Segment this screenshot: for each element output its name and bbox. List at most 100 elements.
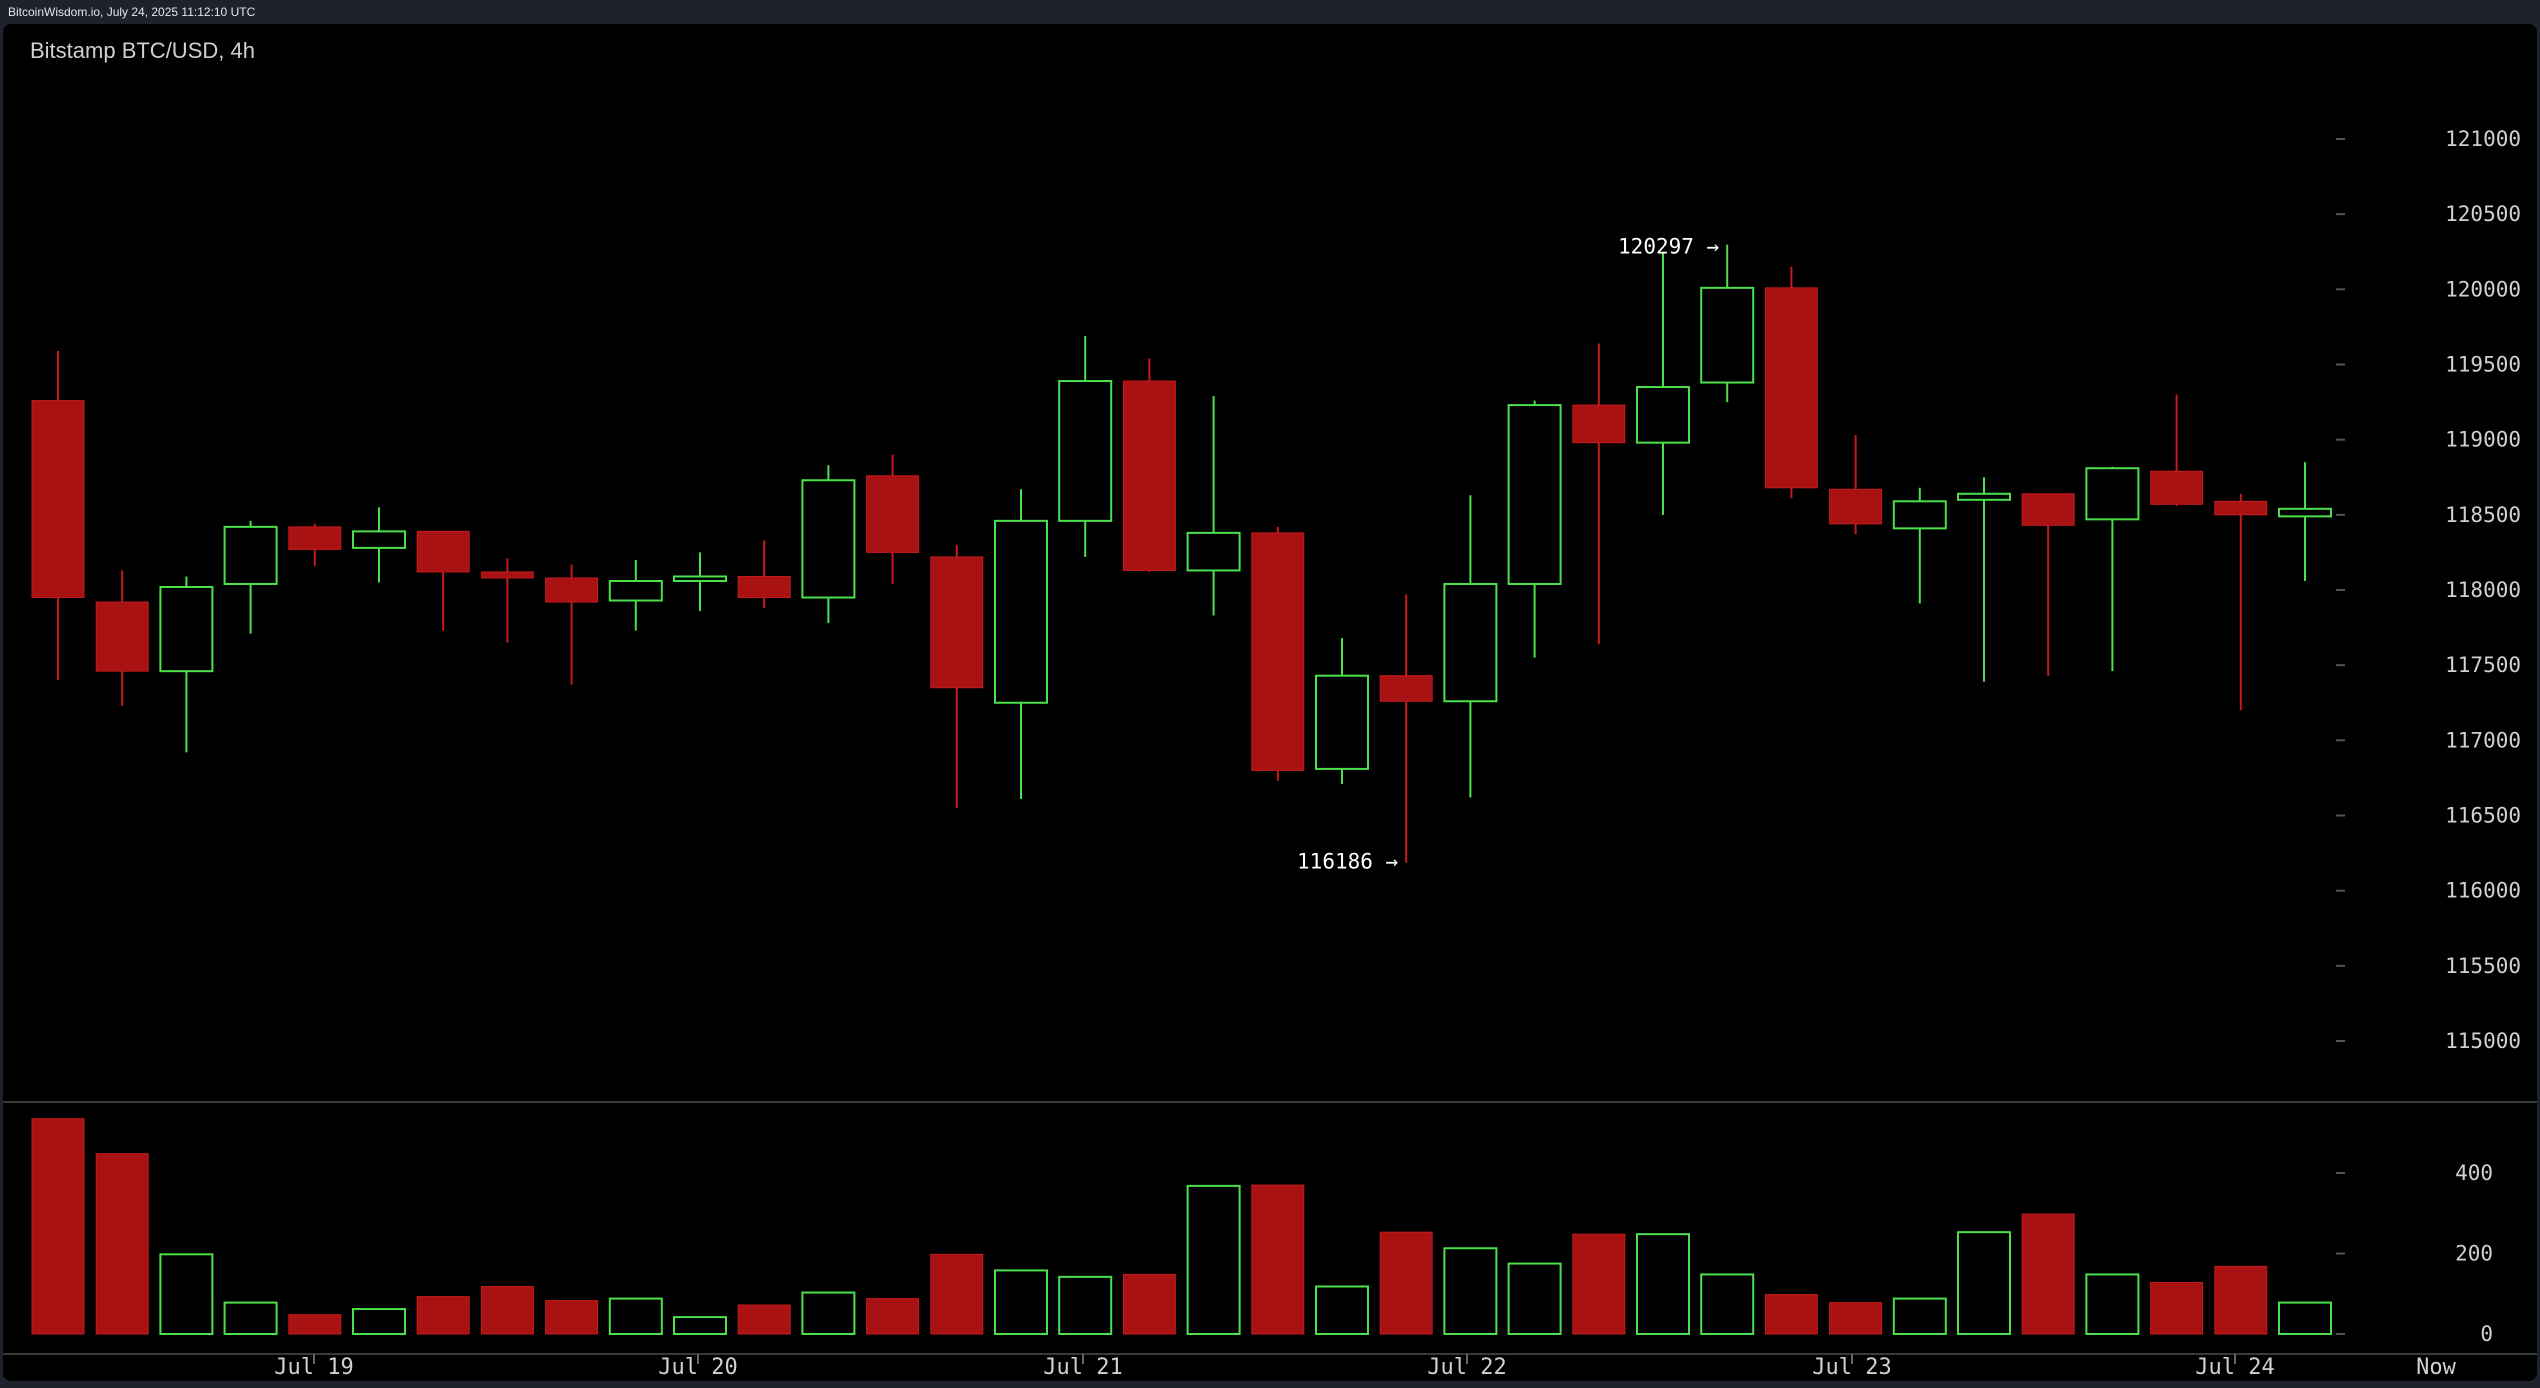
chart-title: Bitstamp BTC/USD, 4h <box>30 38 255 63</box>
candle-body-up <box>1443 582 1498 703</box>
price-tick-label: 116500 <box>2445 804 2521 828</box>
volume-axis: 0 200 400 <box>2336 1161 2493 1346</box>
candle-body-up <box>1957 492 2011 501</box>
volume-bar-up <box>223 1301 278 1335</box>
price-tick-label: 120000 <box>2445 277 2521 301</box>
candle-body-up <box>994 519 1048 704</box>
volume-bar-up <box>1700 1273 1755 1336</box>
volume-bar-down <box>95 1153 149 1335</box>
volume-bar-down <box>545 1300 599 1335</box>
candle-body-down <box>1122 380 1176 571</box>
time-tick-label: Jul 20 <box>658 1355 737 1380</box>
candle-body-up <box>1315 674 1369 770</box>
price-tick-label: 117500 <box>2445 653 2521 677</box>
volume-bar-up <box>1507 1262 1562 1335</box>
volume-bar-up <box>673 1316 727 1335</box>
time-tick-label: Jul 19 <box>274 1355 353 1380</box>
volume-bar-up <box>1892 1297 1947 1335</box>
time-tick-label: Jul 23 <box>1812 1355 1891 1380</box>
candle-body-down <box>416 530 470 573</box>
volume-bar-up <box>994 1269 1048 1336</box>
candles <box>31 244 2332 863</box>
price-tick-label: 119500 <box>2445 353 2521 377</box>
volume-bar-down <box>2214 1265 2268 1335</box>
volume-bar-up <box>1186 1184 1241 1335</box>
candle-body-down <box>1764 287 1818 489</box>
volume-bar-up <box>2085 1273 2140 1336</box>
candle-body-down <box>1829 488 1883 525</box>
volume-bar-up <box>1636 1233 1690 1336</box>
top-bar: BitcoinWisdom.io, July 24, 2025 11:12:10… <box>0 0 2540 24</box>
time-tick-label: Now <box>2416 1355 2456 1380</box>
candle-body-down <box>1379 675 1433 702</box>
time-axis: Jul 19 Jul 20 Jul 21 Jul 22 Jul 23 Jul 24 Now <box>274 1354 2457 1380</box>
volume-bar-up <box>2278 1301 2332 1335</box>
volume-bar-down <box>1764 1294 1818 1335</box>
time-tick-label: Jul 21 <box>1043 1355 1122 1380</box>
price-tick-label: 118500 <box>2445 503 2521 527</box>
candle-body-up <box>1186 531 1241 572</box>
chart-panel: Bitstamp BTC/USD, 4h 115000 115500 116000 1… <box>3 24 2537 1381</box>
candle-body-up <box>1507 404 1562 585</box>
volume-bar-up <box>1058 1275 1113 1335</box>
volume-bar-up <box>1957 1231 2011 1335</box>
volume-bar-up <box>801 1291 856 1335</box>
candle-body-down <box>2214 500 2268 516</box>
volume-tick-label: 200 <box>2455 1242 2493 1266</box>
price-tick-label: 120500 <box>2445 202 2521 226</box>
candle-body-up <box>2278 507 2332 518</box>
price-axis: 115000 115500 116000 116500 117000 117500 1180… <box>2336 127 2521 1053</box>
candle-body-down <box>930 556 984 689</box>
candle-body-up <box>2085 467 2140 521</box>
volume-bar-down <box>1251 1184 1305 1335</box>
candle-body-up <box>1058 380 1113 522</box>
volume-bar-down <box>1379 1231 1433 1335</box>
candle-body-down <box>2150 470 2204 505</box>
annotations: 120297 → 116186 → <box>1297 235 1719 874</box>
source-timestamp: BitcoinWisdom.io, July 24, 2025 11:12:10… <box>8 5 256 19</box>
candle-body-up <box>159 585 214 673</box>
volume-bar-down <box>416 1296 470 1335</box>
price-tick-label: 117000 <box>2445 728 2521 752</box>
candle-body-up <box>223 525 278 585</box>
price-tick-label: 118000 <box>2445 578 2521 602</box>
price-tick-label: 116000 <box>2445 879 2521 903</box>
candle-body-up <box>801 479 856 599</box>
candle-body-up <box>608 579 663 602</box>
candle-body-up <box>673 575 727 582</box>
candle-body-up <box>1636 386 1690 444</box>
candle-body-down <box>545 577 599 603</box>
price-tick-label: 115500 <box>2445 954 2521 978</box>
price-tick-label: 115000 <box>2445 1029 2521 1053</box>
volume-bar-up <box>1443 1247 1498 1335</box>
volume-bar-up <box>352 1308 406 1336</box>
candle-body-down <box>95 601 149 672</box>
volume-bar-down <box>31 1118 85 1335</box>
price-tick-label: 119000 <box>2445 428 2521 452</box>
time-tick-label: Jul 24 <box>2195 1355 2274 1380</box>
volume-bar-down <box>288 1314 342 1335</box>
candle-body-down <box>737 575 791 599</box>
candle-body-down <box>480 571 534 579</box>
candle-body-up <box>1892 500 1947 530</box>
volume-bar-down <box>737 1304 791 1335</box>
time-tick-label: Jul 22 <box>1427 1355 1506 1380</box>
high-annotation: 120297 → <box>1618 235 1719 259</box>
volume-bar-up <box>1315 1285 1369 1336</box>
volume-bar-down <box>866 1298 920 1335</box>
low-annotation: 116186 → <box>1297 850 1398 874</box>
volume-bar-up <box>159 1253 214 1336</box>
volume-bar-down <box>2021 1213 2075 1335</box>
candle-body-down <box>2021 493 2075 526</box>
volume-bars <box>31 1118 2332 1336</box>
candle-body-down <box>288 526 342 550</box>
volume-bar-down <box>2150 1281 2204 1335</box>
volume-bar-down <box>1122 1273 1176 1335</box>
candle-body-up <box>1700 286 1755 384</box>
volume-bar-down <box>480 1286 534 1335</box>
volume-bar-up <box>608 1297 663 1335</box>
candle-body-down <box>1572 404 1626 444</box>
volume-bar-down <box>930 1253 984 1335</box>
candle-body-down <box>1251 532 1305 771</box>
volume-tick-label: 400 <box>2455 1161 2493 1185</box>
